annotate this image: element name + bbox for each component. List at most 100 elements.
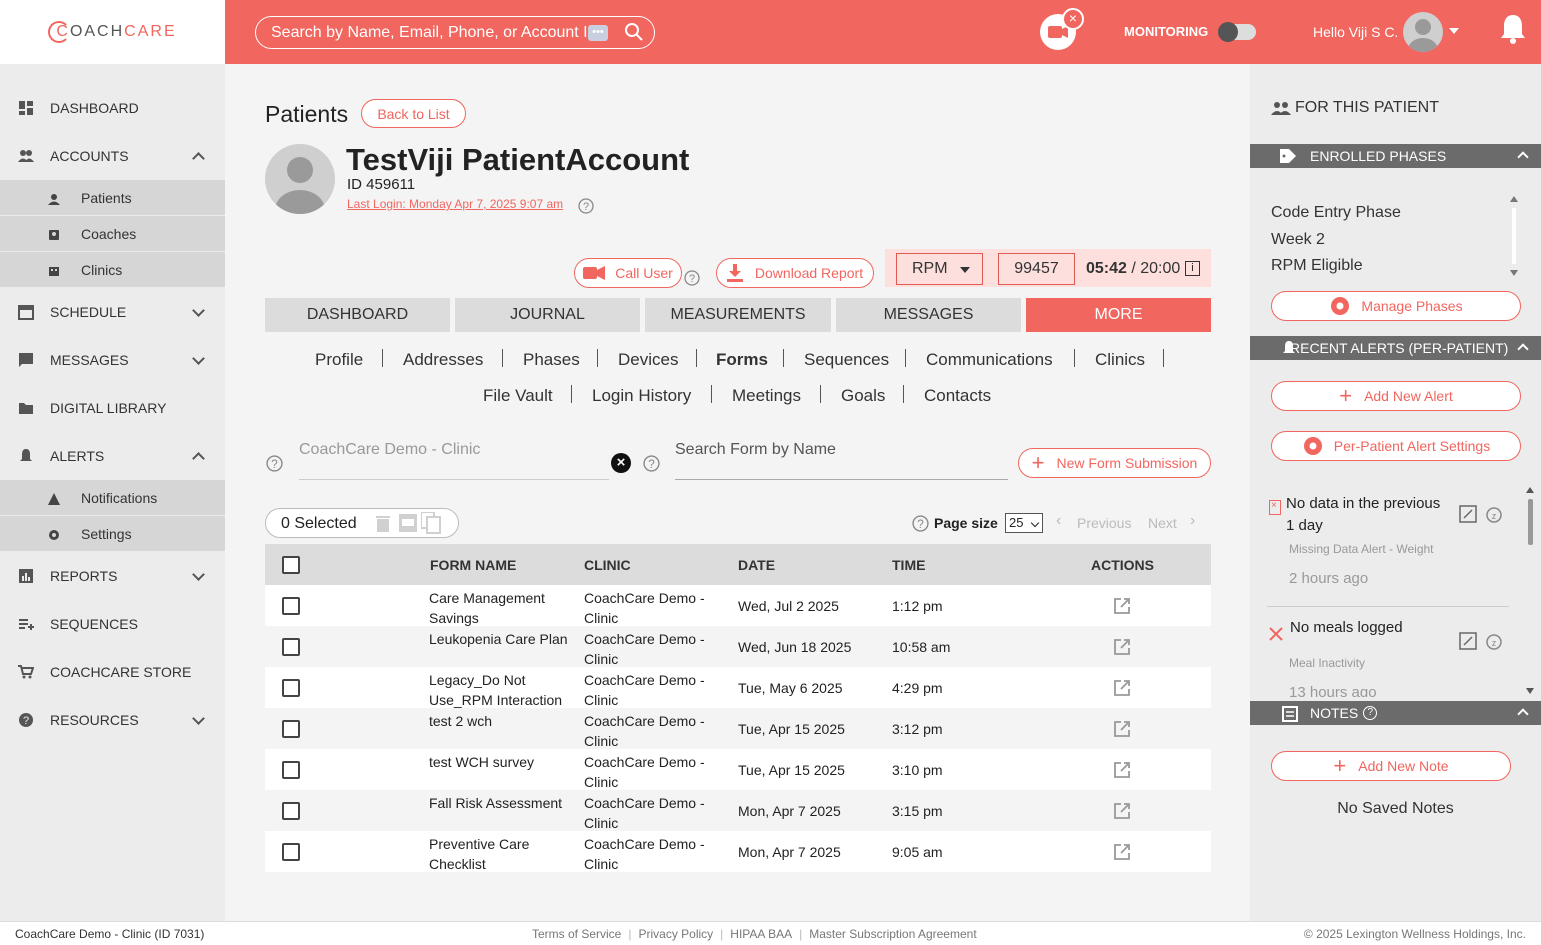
terms-link[interactable]: Terms of Service <box>532 927 622 941</box>
row-checkbox[interactable] <box>282 679 300 697</box>
next-page-button[interactable]: Next <box>1148 515 1177 531</box>
sidebar-item-sequences[interactable]: SEQUENCES <box>0 606 225 642</box>
manage-phases-button[interactable]: Manage Phases <box>1271 291 1521 321</box>
open-external-icon[interactable] <box>1113 679 1131 697</box>
tab-measurements[interactable]: MEASUREMENTS <box>645 298 831 332</box>
row-checkbox[interactable] <box>282 638 300 656</box>
header-time[interactable]: TIME <box>892 557 926 573</box>
sublink-goals[interactable]: Goals <box>841 386 886 405</box>
tab-messages[interactable]: MESSAGES <box>836 298 1021 332</box>
header-date[interactable]: DATE <box>738 557 776 573</box>
open-external-icon[interactable] <box>1113 720 1131 738</box>
sidebar-item-resources[interactable]: ? RESOURCES <box>0 702 225 738</box>
sidebar-item-digital-library[interactable]: DIGITAL LIBRARY <box>0 390 225 426</box>
row-checkbox[interactable] <box>282 802 300 820</box>
sidebar-item-messages[interactable]: MESSAGES <box>0 342 225 378</box>
recent-alerts-header[interactable]: RECENT ALERTS (PER-PATIENT) <box>1250 336 1541 360</box>
row-checkbox[interactable] <box>282 843 300 861</box>
last-login-link[interactable]: Last Login: Monday Apr 7, 2025 9:07 am <box>347 197 564 211</box>
help-icon[interactable]: ? <box>684 270 700 286</box>
alerts-scrollbar[interactable] <box>1524 485 1536 697</box>
sidebar-item-accounts[interactable]: ACCOUNTS <box>0 138 225 174</box>
sublink-forms[interactable]: Forms <box>716 350 768 369</box>
form-name[interactable]: Care Management Savings <box>429 590 545 626</box>
phases-scrollbar[interactable] <box>1508 196 1520 278</box>
open-external-icon[interactable] <box>1113 638 1131 656</box>
msa-link[interactable]: Master Subscription Agreement <box>809 927 977 941</box>
more-dots-icon[interactable]: ••• <box>588 25 608 41</box>
chevron-left-icon[interactable]: ‹ <box>1056 512 1062 529</box>
tab-journal[interactable]: JOURNAL <box>455 298 640 332</box>
sidebar-sub-settings[interactable]: Settings <box>0 516 225 551</box>
help-icon[interactable]: ? <box>1363 706 1378 720</box>
header-clinic[interactable]: CLINIC <box>584 557 631 573</box>
sublink-phases[interactable]: Phases <box>523 350 580 369</box>
help-icon[interactable]: ? <box>578 198 594 214</box>
chevron-up-icon[interactable] <box>192 152 205 165</box>
search-icon[interactable] <box>624 22 644 42</box>
close-icon[interactable]: × <box>1062 8 1084 30</box>
form-name[interactable]: Leukopenia Care Plan <box>429 631 568 647</box>
add-new-alert-button[interactable]: + Add New Alert <box>1271 381 1521 411</box>
user-menu-caret-icon[interactable] <box>1449 28 1459 34</box>
sidebar-sub-notifications[interactable]: Notifications <box>0 480 225 515</box>
global-search-input[interactable]: Search by Name, Email, Phone, or Account… <box>255 16 655 49</box>
edit-note-icon[interactable] <box>1459 632 1477 650</box>
select-all-checkbox[interactable] <box>282 556 300 574</box>
sublink-devices[interactable]: Devices <box>618 350 679 369</box>
sublink-addresses[interactable]: Addresses <box>403 350 484 369</box>
sidebar-item-schedule[interactable]: SCHEDULE <box>0 294 225 330</box>
open-external-icon[interactable] <box>1113 761 1131 779</box>
clinic-filter-input[interactable]: CoachCare Demo - Clinic <box>299 441 609 480</box>
sidebar-sub-coaches[interactable]: Coaches <box>0 216 225 251</box>
chevron-up-icon[interactable] <box>192 452 205 465</box>
billing-code-field[interactable]: 99457 <box>998 253 1075 285</box>
form-search-input[interactable]: Search Form by Name <box>675 441 1008 480</box>
sidebar-item-store[interactable]: COACHCARE STORE <box>0 654 225 690</box>
row-checkbox[interactable] <box>282 720 300 738</box>
notes-header[interactable]: NOTES ? <box>1250 701 1541 725</box>
chevron-up-icon[interactable] <box>1517 343 1529 355</box>
form-name[interactable]: test 2 wch <box>429 713 493 729</box>
form-name[interactable]: Preventive Care Checklist <box>429 836 530 872</box>
new-form-submission-button[interactable]: + New Form Submission <box>1018 448 1211 478</box>
tab-dashboard[interactable]: DASHBOARD <box>265 298 450 332</box>
add-new-note-button[interactable]: + Add New Note <box>1271 751 1511 781</box>
per-patient-alert-settings-button[interactable]: Per-Patient Alert Settings <box>1271 431 1521 461</box>
privacy-link[interactable]: Privacy Policy <box>638 927 714 941</box>
sublink-clinics[interactable]: Clinics <box>1095 350 1146 369</box>
previous-page-button[interactable]: Previous <box>1077 515 1132 531</box>
sidebar-item-reports[interactable]: REPORTS <box>0 558 225 594</box>
open-external-icon[interactable] <box>1113 597 1131 615</box>
form-name[interactable]: test WCH survey <box>429 754 535 770</box>
call-user-button[interactable]: Call User <box>574 258 682 288</box>
coachcare-logo[interactable]: COACHCARE <box>0 0 225 64</box>
sidebar-item-dashboard[interactable]: DASHBOARD <box>0 90 225 126</box>
help-icon[interactable]: ? <box>266 455 283 472</box>
chevron-down-icon[interactable] <box>192 352 205 365</box>
sublink-file-vault[interactable]: File Vault <box>483 386 553 405</box>
back-to-list-button[interactable]: Back to List <box>361 99 466 128</box>
row-checkbox[interactable] <box>282 597 300 615</box>
form-name[interactable]: Legacy_Do Not Use_RPM Interaction <box>429 672 563 708</box>
chevron-down-icon[interactable] <box>192 712 205 725</box>
sidebar-sub-patients[interactable]: Patients <box>0 180 225 215</box>
chevron-down-icon[interactable] <box>192 568 205 581</box>
tab-more[interactable]: MORE <box>1026 298 1211 332</box>
open-external-icon[interactable] <box>1113 802 1131 820</box>
user-greeting[interactable]: Hello Viji S C. <box>1313 24 1399 40</box>
trash-icon[interactable] <box>376 515 390 532</box>
sidebar-item-alerts[interactable]: ALERTS <box>0 438 225 474</box>
clear-filter-icon[interactable]: × <box>611 453 631 473</box>
avatar[interactable] <box>1403 12 1443 52</box>
hipaa-link[interactable]: HIPAA BAA <box>730 927 793 941</box>
video-call-icon[interactable]: × <box>1040 8 1084 50</box>
monitoring-toggle[interactable] <box>1218 22 1256 42</box>
sidebar-sub-clinics[interactable]: Clinics <box>0 252 225 287</box>
chevron-down-icon[interactable] <box>192 304 205 317</box>
open-external-icon[interactable] <box>1113 843 1131 861</box>
sublink-profile[interactable]: Profile <box>315 350 364 369</box>
sublink-sequences[interactable]: Sequences <box>804 350 890 369</box>
header-form-name[interactable]: FORM NAME <box>430 557 517 573</box>
help-icon[interactable]: ? <box>643 455 660 472</box>
